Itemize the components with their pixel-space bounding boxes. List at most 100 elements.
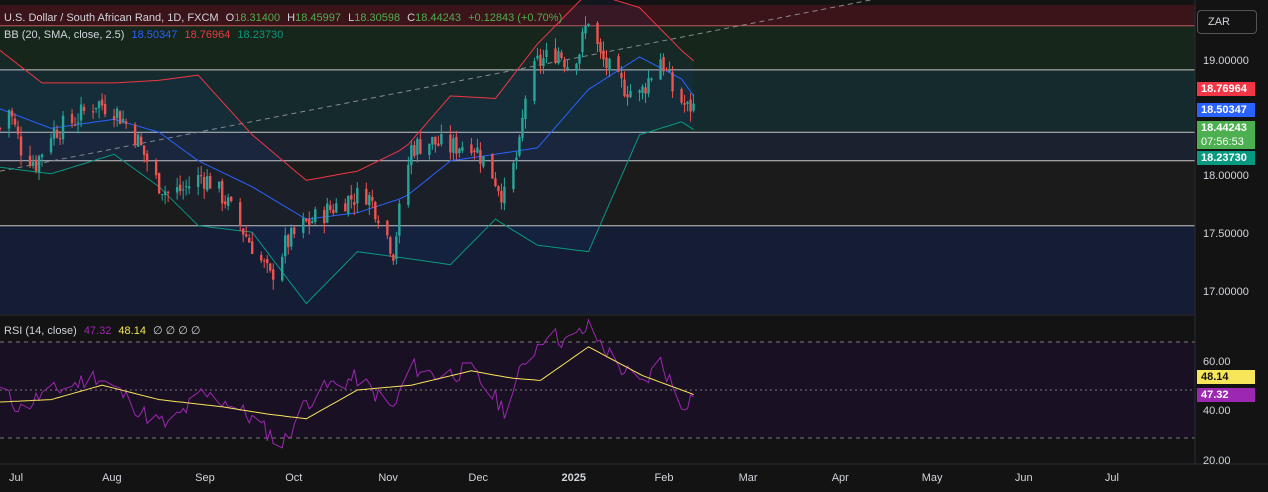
candle-body xyxy=(266,259,269,264)
candle-body xyxy=(599,42,602,52)
candle-body xyxy=(133,124,137,146)
candle-body xyxy=(100,99,104,106)
candle-body xyxy=(512,162,515,190)
candle-body xyxy=(196,174,200,187)
candle-body xyxy=(260,255,263,261)
currency-button[interactable]: ZAR xyxy=(1197,10,1257,34)
candle-body xyxy=(242,228,245,235)
rsi-line xyxy=(0,318,694,449)
candle-body xyxy=(281,256,284,281)
candle-body xyxy=(350,195,353,200)
candle-body xyxy=(37,156,41,172)
bb-legend[interactable]: BB (20, SMA, close, 2.5) 18.50347 18.769… xyxy=(4,29,287,41)
candle-body xyxy=(344,203,347,212)
candle-body xyxy=(251,241,254,254)
candle-body xyxy=(563,59,566,68)
last-price-value: 18.44243 xyxy=(1201,122,1247,134)
candle-body xyxy=(581,31,584,53)
candle-body xyxy=(587,23,590,26)
candle-body xyxy=(208,175,212,189)
candle-body xyxy=(91,111,95,113)
time-label: Jun xyxy=(1015,472,1033,484)
rsi-tick-60: 60.00 xyxy=(1203,356,1231,368)
candle-body xyxy=(437,143,440,146)
symbol-title: U.S. Dollar / South African Rand, 1D, FX… xyxy=(4,12,219,24)
candle-body xyxy=(178,184,182,192)
candle-body xyxy=(199,175,203,177)
candle-body xyxy=(641,86,644,94)
candle-body xyxy=(223,201,227,205)
open-value: 18.31400 xyxy=(234,12,281,24)
candle-body xyxy=(644,87,647,94)
candle-body xyxy=(533,61,536,102)
candle-body xyxy=(347,196,350,214)
candle-body xyxy=(476,147,479,153)
time-label: Nov xyxy=(378,472,398,484)
candle-body xyxy=(55,129,59,138)
candle-body xyxy=(470,144,473,153)
candle-body xyxy=(139,136,143,145)
candle-body xyxy=(184,186,188,188)
candle-body xyxy=(272,269,275,280)
candle-body xyxy=(629,90,632,98)
rsi-tag: 47.32 xyxy=(1197,388,1255,402)
candle-body xyxy=(692,103,695,111)
zone-2 xyxy=(0,69,1195,133)
candle-body xyxy=(410,145,413,166)
candle-body xyxy=(539,54,542,66)
candle-body xyxy=(124,121,128,124)
candle-body xyxy=(608,58,611,71)
candle-body xyxy=(419,139,422,154)
candle-body xyxy=(542,58,545,67)
bar-countdown: 07:56:53 xyxy=(1201,136,1244,148)
time-label: Feb xyxy=(655,472,674,484)
candle-body xyxy=(28,155,32,167)
rsi-legend[interactable]: RSI (14, close) 47.32 48.14 ∅ ∅ ∅ ∅ xyxy=(4,324,205,337)
candle-body xyxy=(284,235,287,257)
candle-body xyxy=(479,150,482,164)
candle-body xyxy=(112,116,116,120)
candle-body xyxy=(605,57,608,69)
zone-4 xyxy=(0,160,1195,226)
candle-body xyxy=(659,59,662,80)
candle-body xyxy=(31,162,35,166)
candles xyxy=(0,16,695,290)
candle-body xyxy=(494,178,497,187)
time-label: Dec xyxy=(468,472,488,484)
candle-body xyxy=(389,237,392,254)
candle-body xyxy=(650,78,653,80)
candle-body xyxy=(392,254,395,261)
trendline xyxy=(0,0,874,172)
rsi-legend-value: 47.32 xyxy=(83,325,112,337)
candle-body xyxy=(536,55,539,59)
candle-body xyxy=(157,173,161,194)
candle-body xyxy=(575,63,578,69)
change-value: +0.12843 (+0.70%) xyxy=(468,12,563,24)
price-tick-19: 19.00000 xyxy=(1203,55,1249,67)
candle-body xyxy=(473,150,476,153)
candle-body xyxy=(671,72,674,92)
candle-body xyxy=(452,138,455,153)
candle-body xyxy=(103,104,107,115)
candle-body xyxy=(491,153,494,179)
candle-body xyxy=(326,203,329,223)
candle-body xyxy=(329,205,332,210)
candle-body xyxy=(377,220,380,224)
rsi-ma-line xyxy=(0,346,694,420)
time-label: Mar xyxy=(739,472,758,484)
candle-body xyxy=(97,101,101,109)
candle-body xyxy=(58,138,62,140)
candle-body xyxy=(617,56,620,72)
candle-body xyxy=(293,227,296,235)
candle-body xyxy=(368,195,371,206)
candle-body xyxy=(217,181,221,189)
candle-body xyxy=(395,236,398,260)
time-labels: Jul Aug Sep Oct Nov Dec 2025 Feb Mar Apr May Jun Jul xyxy=(9,472,1119,484)
candle-body xyxy=(115,108,119,119)
rsi-extra: ∅ ∅ ∅ ∅ xyxy=(153,325,201,337)
candle-body xyxy=(248,237,251,243)
candle-body xyxy=(229,196,233,201)
candle-body xyxy=(680,89,683,103)
candle-body xyxy=(166,191,170,193)
